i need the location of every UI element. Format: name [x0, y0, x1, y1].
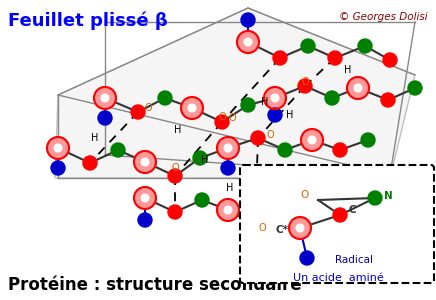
Circle shape [217, 199, 239, 221]
Circle shape [408, 81, 422, 95]
Circle shape [215, 115, 229, 129]
Circle shape [276, 203, 290, 217]
Circle shape [248, 218, 262, 232]
Circle shape [101, 94, 109, 102]
Text: H: H [344, 65, 352, 75]
Circle shape [47, 137, 69, 159]
Circle shape [296, 224, 304, 232]
Circle shape [300, 251, 314, 265]
Text: H: H [286, 110, 294, 120]
Circle shape [168, 169, 182, 183]
Circle shape [224, 144, 232, 152]
Text: H: H [201, 155, 209, 165]
Circle shape [298, 79, 312, 93]
Circle shape [141, 194, 149, 202]
Circle shape [361, 133, 375, 147]
Circle shape [138, 213, 152, 227]
Text: Protéine : structure secondaire: Protéine : structure secondaire [8, 276, 302, 294]
Circle shape [301, 189, 323, 211]
Circle shape [271, 94, 279, 102]
Circle shape [134, 151, 156, 173]
Text: O: O [218, 112, 226, 122]
Text: O: O [228, 113, 236, 123]
Circle shape [289, 217, 311, 239]
Text: H: H [261, 97, 269, 107]
Text: C*: C* [276, 225, 289, 235]
Circle shape [188, 104, 196, 112]
Circle shape [278, 143, 292, 157]
Circle shape [54, 144, 62, 152]
Text: H: H [226, 183, 234, 193]
Circle shape [168, 205, 182, 219]
Circle shape [51, 161, 65, 175]
Circle shape [333, 208, 347, 222]
Text: H: H [174, 125, 182, 135]
Circle shape [268, 108, 282, 122]
Circle shape [134, 187, 156, 209]
Circle shape [325, 91, 339, 105]
Circle shape [251, 131, 265, 145]
Circle shape [131, 105, 145, 119]
Text: Un acide  aminé: Un acide aminé [293, 273, 383, 283]
Circle shape [354, 84, 362, 92]
Circle shape [328, 51, 342, 65]
Polygon shape [55, 8, 415, 178]
Circle shape [181, 97, 203, 119]
Circle shape [217, 137, 239, 159]
Text: O: O [258, 223, 266, 233]
Circle shape [308, 196, 316, 204]
Circle shape [301, 129, 323, 151]
Circle shape [368, 191, 382, 205]
Circle shape [333, 143, 347, 157]
Circle shape [237, 31, 259, 53]
Circle shape [301, 39, 315, 53]
Circle shape [193, 151, 207, 165]
Circle shape [383, 53, 397, 67]
Circle shape [264, 87, 286, 109]
Text: H: H [91, 133, 99, 143]
Circle shape [195, 193, 209, 207]
Circle shape [273, 51, 287, 65]
Circle shape [308, 136, 316, 144]
Circle shape [358, 39, 372, 53]
Circle shape [241, 98, 255, 112]
FancyBboxPatch shape [240, 165, 434, 283]
Circle shape [347, 77, 369, 99]
Text: O: O [266, 130, 274, 140]
Circle shape [305, 215, 319, 229]
Text: O: O [171, 163, 179, 173]
Text: O: O [144, 103, 152, 113]
Text: O: O [300, 190, 308, 200]
Circle shape [158, 91, 172, 105]
Text: O: O [301, 77, 309, 87]
Text: N: N [384, 191, 392, 201]
Text: Feuillet plissé β: Feuillet plissé β [8, 12, 168, 31]
Circle shape [94, 87, 116, 109]
Text: © Georges Dolisi: © Georges Dolisi [339, 12, 428, 22]
Circle shape [83, 156, 97, 170]
Circle shape [241, 13, 255, 27]
Text: Radical: Radical [335, 255, 373, 265]
Circle shape [111, 143, 125, 157]
Circle shape [381, 93, 395, 107]
Circle shape [221, 161, 235, 175]
Text: C: C [348, 205, 356, 215]
Circle shape [244, 38, 252, 46]
Circle shape [224, 206, 232, 214]
Circle shape [98, 111, 112, 125]
Circle shape [141, 158, 149, 166]
